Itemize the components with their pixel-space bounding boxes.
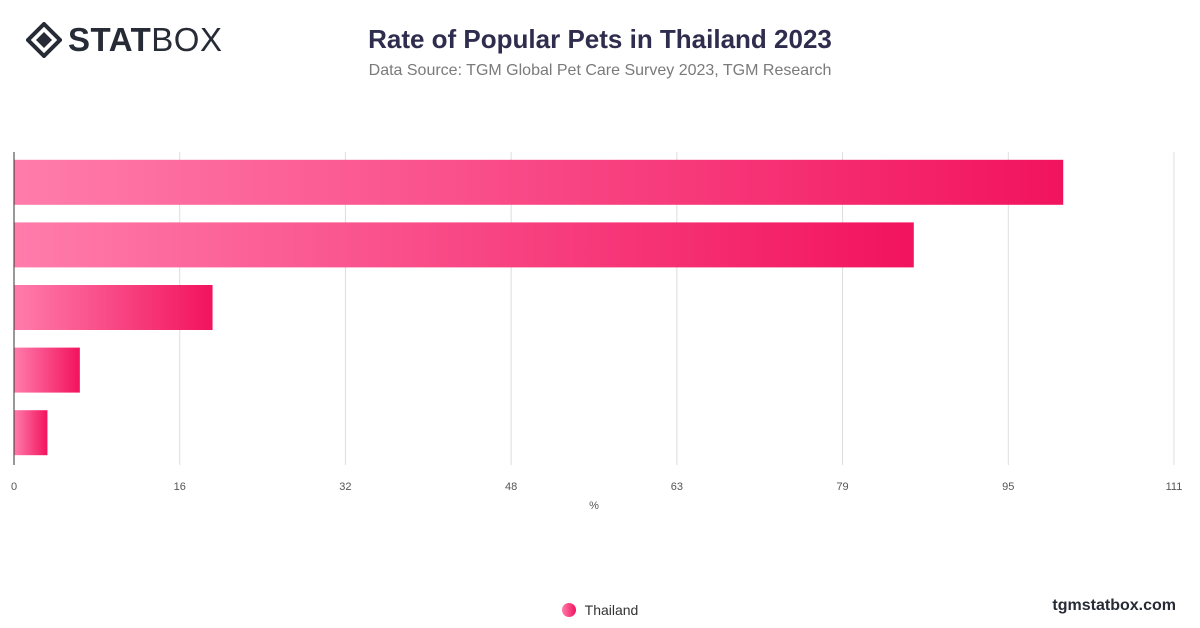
x-axis-label: % [589, 500, 599, 512]
statbox-logo: STATBOX [26, 22, 222, 58]
x-tick-label: 48 [505, 481, 517, 493]
footer-site: tgmstatbox.com [1052, 597, 1176, 614]
logo-wordmark: STATBOX [68, 22, 222, 58]
x-tick-label: 95 [1002, 481, 1014, 493]
bar [14, 285, 213, 330]
x-axis-ticks: 0 16 32 48 63 79 95 111 [11, 481, 1182, 493]
statbox-logo-icon [26, 22, 62, 58]
bar [14, 347, 80, 393]
bars [14, 159, 1064, 456]
x-tick-label: 111 [1166, 481, 1183, 493]
logo-wordmark-light: BOX [151, 21, 223, 58]
x-tick-label: 32 [339, 481, 351, 493]
chart-subtitle: Data Source: TGM Global Pet Care Survey … [368, 62, 832, 79]
x-tick-label: 16 [174, 481, 186, 493]
chart-title: Rate of Popular Pets in Thailand 2023 [368, 24, 832, 54]
logo-wordmark-bold: STAT [68, 21, 152, 58]
bar [14, 159, 1064, 205]
x-tick-label: 0 [11, 481, 17, 493]
x-tick-label: 63 [671, 481, 683, 493]
legend-label: Thailand [584, 602, 639, 618]
bar [14, 222, 914, 268]
legend: Thailand [0, 602, 1200, 618]
x-tick-label: 79 [836, 481, 848, 493]
legend-swatch [561, 603, 576, 617]
bar [14, 410, 48, 456]
